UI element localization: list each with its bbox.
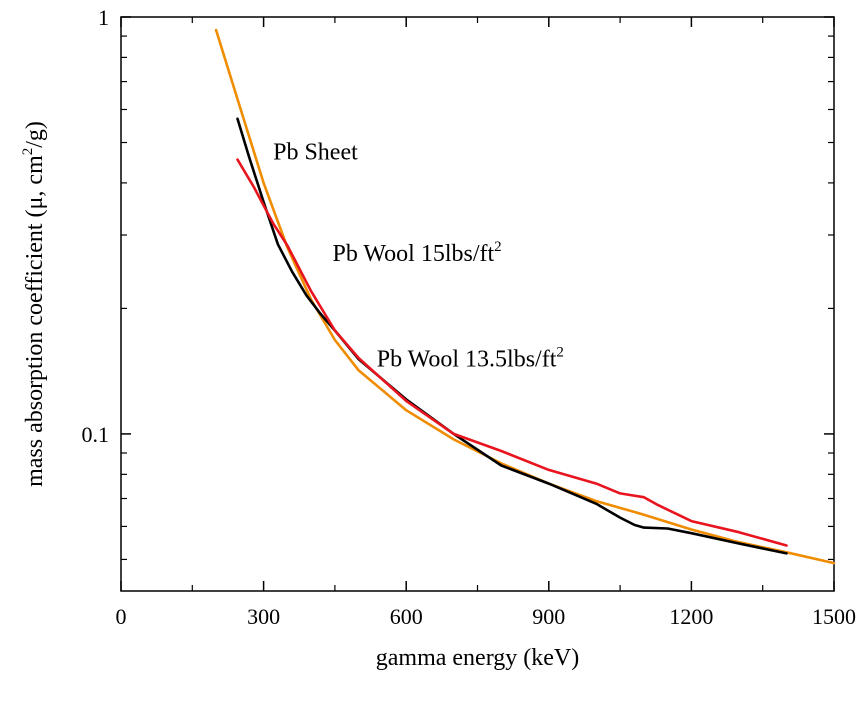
series-label-2: Pb Wool 13.5lbs/ft2 bbox=[377, 345, 564, 373]
series-label-sup: 2 bbox=[494, 239, 502, 255]
x-axis-label: gamma energy (keV) bbox=[376, 645, 579, 671]
y-axis-label-suffix: /g) bbox=[22, 121, 48, 148]
y-axis-label: mass absorption coefficient (μ, cm2/g) bbox=[20, 121, 48, 487]
x-tick-label: 1500 bbox=[812, 604, 856, 629]
y-axis-label-sup: 2 bbox=[20, 148, 36, 156]
series-label-0: Pb Sheet bbox=[273, 140, 358, 166]
x-tick-label: 300 bbox=[247, 604, 280, 629]
x-tick-label: 600 bbox=[390, 604, 423, 629]
ticks-layer: 0 300 600 900 1200 1500 0.1 1 bbox=[82, 5, 857, 629]
series-label-text: Pb Wool 13.5lbs/ft bbox=[377, 347, 557, 373]
series-label-text: Pb Wool 15lbs/ft bbox=[333, 241, 495, 267]
series-line-1 bbox=[236, 117, 788, 555]
x-tick-label: 1200 bbox=[669, 604, 713, 629]
series-line-0 bbox=[214, 28, 836, 565]
series-label-text: Pb Sheet bbox=[273, 140, 358, 166]
series-layer bbox=[214, 28, 836, 565]
x-tick-label: 0 bbox=[116, 604, 127, 629]
series-label-sup: 2 bbox=[556, 345, 564, 361]
x-tick-label: 900 bbox=[532, 604, 565, 629]
plot-frame bbox=[120, 16, 835, 592]
series-label-1: Pb Wool 15lbs/ft2 bbox=[333, 239, 502, 267]
series-line-2 bbox=[236, 158, 788, 547]
y-tick-label: 1 bbox=[98, 5, 109, 30]
y-axis-label-prefix: mass absorption coefficient (μ, cm bbox=[22, 155, 48, 487]
y-tick-label: 0.1 bbox=[82, 422, 110, 447]
